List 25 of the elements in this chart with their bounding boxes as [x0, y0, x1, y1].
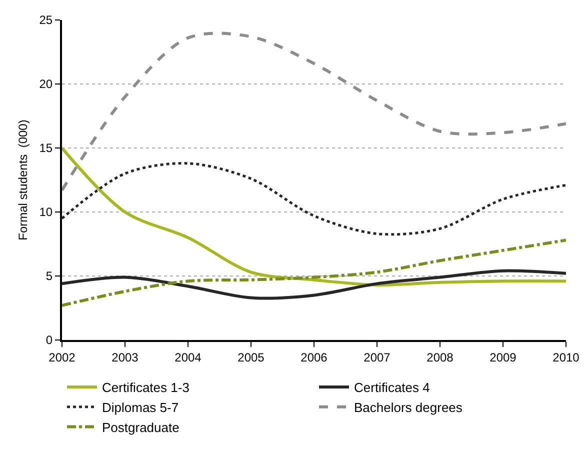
y-axis-title: Formal students (000) [16, 120, 30, 240]
line-series [62, 146, 566, 286]
x-tick-label: 2007 [364, 350, 391, 364]
y-tick-label: 20 [39, 77, 53, 92]
x-tick-label: 2005 [238, 350, 265, 364]
y-tick-label: 10 [39, 205, 53, 220]
y-tick-label: 0 [46, 333, 53, 348]
legend-label: Diplomas 5-7 [102, 400, 179, 415]
legend-label: Certificates 4 [354, 380, 430, 396]
y-tick-label: 25 [39, 13, 53, 28]
legend-label: Postgraduate [102, 420, 180, 435]
legend-label: Bachelors degrees [354, 400, 463, 415]
x-tick-label: 2003 [112, 350, 139, 364]
line-series [62, 238, 566, 307]
x-tick-label: 2004 [174, 350, 202, 364]
line-series [62, 269, 566, 300]
x-tick-label: 2010 [552, 350, 580, 364]
line-series [62, 162, 566, 236]
legend-label: Certificates 1-3 [102, 380, 190, 396]
x-tick-label: 2006 [300, 350, 328, 364]
y-tick-label: 5 [46, 269, 53, 284]
y-tick-label: 15 [39, 141, 53, 156]
x-tick-label: 2008 [426, 350, 454, 364]
x-tick-label: 2002 [48, 350, 76, 364]
x-tick-label: 2009 [490, 350, 517, 364]
